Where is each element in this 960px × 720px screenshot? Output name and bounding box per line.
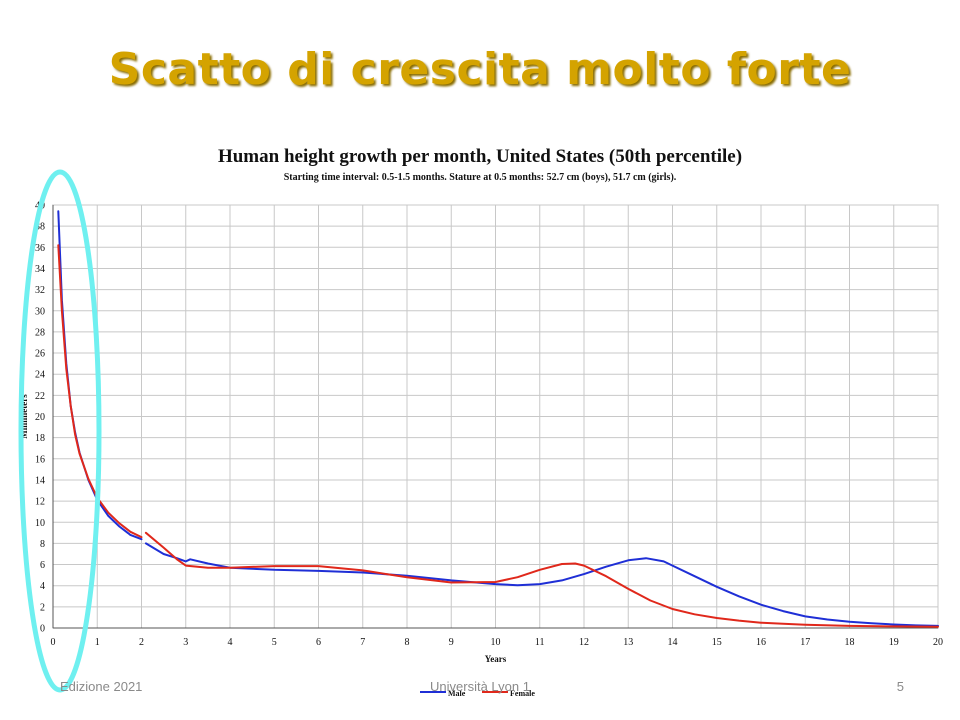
x-tick-label: 13 [623, 637, 633, 648]
x-tick-label: 2 [139, 637, 144, 648]
y-tick-label: 34 [35, 264, 45, 275]
y-tick-label: 20 [35, 412, 45, 423]
x-tick-label: 8 [405, 637, 410, 648]
y-tick-label: 0 [40, 624, 45, 635]
y-tick-label: 16 [35, 454, 45, 465]
y-tick-label: 4 [40, 581, 45, 592]
series-line-female [57, 244, 143, 539]
footer-edition: Edizione 2021 [60, 679, 143, 694]
slide-title: Scatto di crescita molto forte [108, 44, 852, 95]
x-tick-label: 5 [272, 637, 277, 648]
x-tick-label: 12 [579, 637, 589, 648]
chart-grid [52, 204, 939, 629]
x-tick-label: 19 [889, 637, 899, 648]
x-tick-label: 1 [95, 637, 100, 648]
highlight-oval [18, 169, 102, 693]
x-tick-label: 14 [668, 637, 678, 648]
x-tick-label: 6 [316, 637, 321, 648]
x-tick-label: 7 [360, 637, 365, 648]
x-tick-label: 20 [933, 637, 943, 648]
legend-label-male: Male [448, 689, 466, 698]
series-line-female [144, 531, 939, 628]
y-tick-label: 10 [35, 518, 45, 529]
y-axis-label: Millimeters [19, 394, 29, 439]
x-tick-label: 11 [535, 637, 545, 648]
y-tick-label: 38 [35, 222, 45, 233]
y-tick-label: 36 [35, 243, 45, 254]
chart-subtitle: Starting time interval: 0.5-1.5 months. … [283, 172, 677, 183]
chart-title: Human height growth per month, United St… [217, 146, 743, 167]
y-tick-label: 2 [40, 602, 45, 613]
y-tick-label: 14 [35, 475, 45, 486]
page-number: 5 [896, 679, 904, 694]
y-tick-label: 28 [35, 327, 45, 338]
chart-axes: 0 1 2 3 4 5 6 7 8 9 10 11 12 13 14 15 16 17 18 19 2002468101… [19, 201, 943, 665]
y-tick-label: 32 [35, 285, 45, 296]
x-axis-label: Years [485, 654, 507, 664]
x-tick-label: 16 [756, 637, 766, 648]
footer-institution: Università Lyon 1 [430, 679, 530, 694]
x-tick-label: 15 [712, 637, 722, 648]
x-tick-label: 0 [51, 637, 56, 648]
y-tick-label: 26 [35, 349, 45, 360]
x-tick-label: 17 [800, 637, 810, 648]
x-tick-label: 3 [183, 637, 188, 648]
y-tick-label: 24 [35, 370, 45, 381]
y-tick-label: 22 [35, 391, 45, 402]
chart-series [57, 210, 939, 628]
y-tick-label: 12 [35, 497, 45, 508]
chart-legend: Male Female [420, 689, 535, 698]
x-tick-label: 9 [449, 637, 454, 648]
y-tick-label: 6 [40, 560, 45, 571]
x-tick-label: 10 [491, 637, 501, 648]
x-tick-label: 4 [228, 637, 233, 648]
y-tick-label: 30 [35, 306, 45, 317]
y-tick-label: 18 [35, 433, 45, 444]
y-tick-label: 8 [40, 539, 45, 550]
legend-label-female: Female [510, 689, 535, 698]
x-tick-label: 18 [845, 637, 855, 648]
